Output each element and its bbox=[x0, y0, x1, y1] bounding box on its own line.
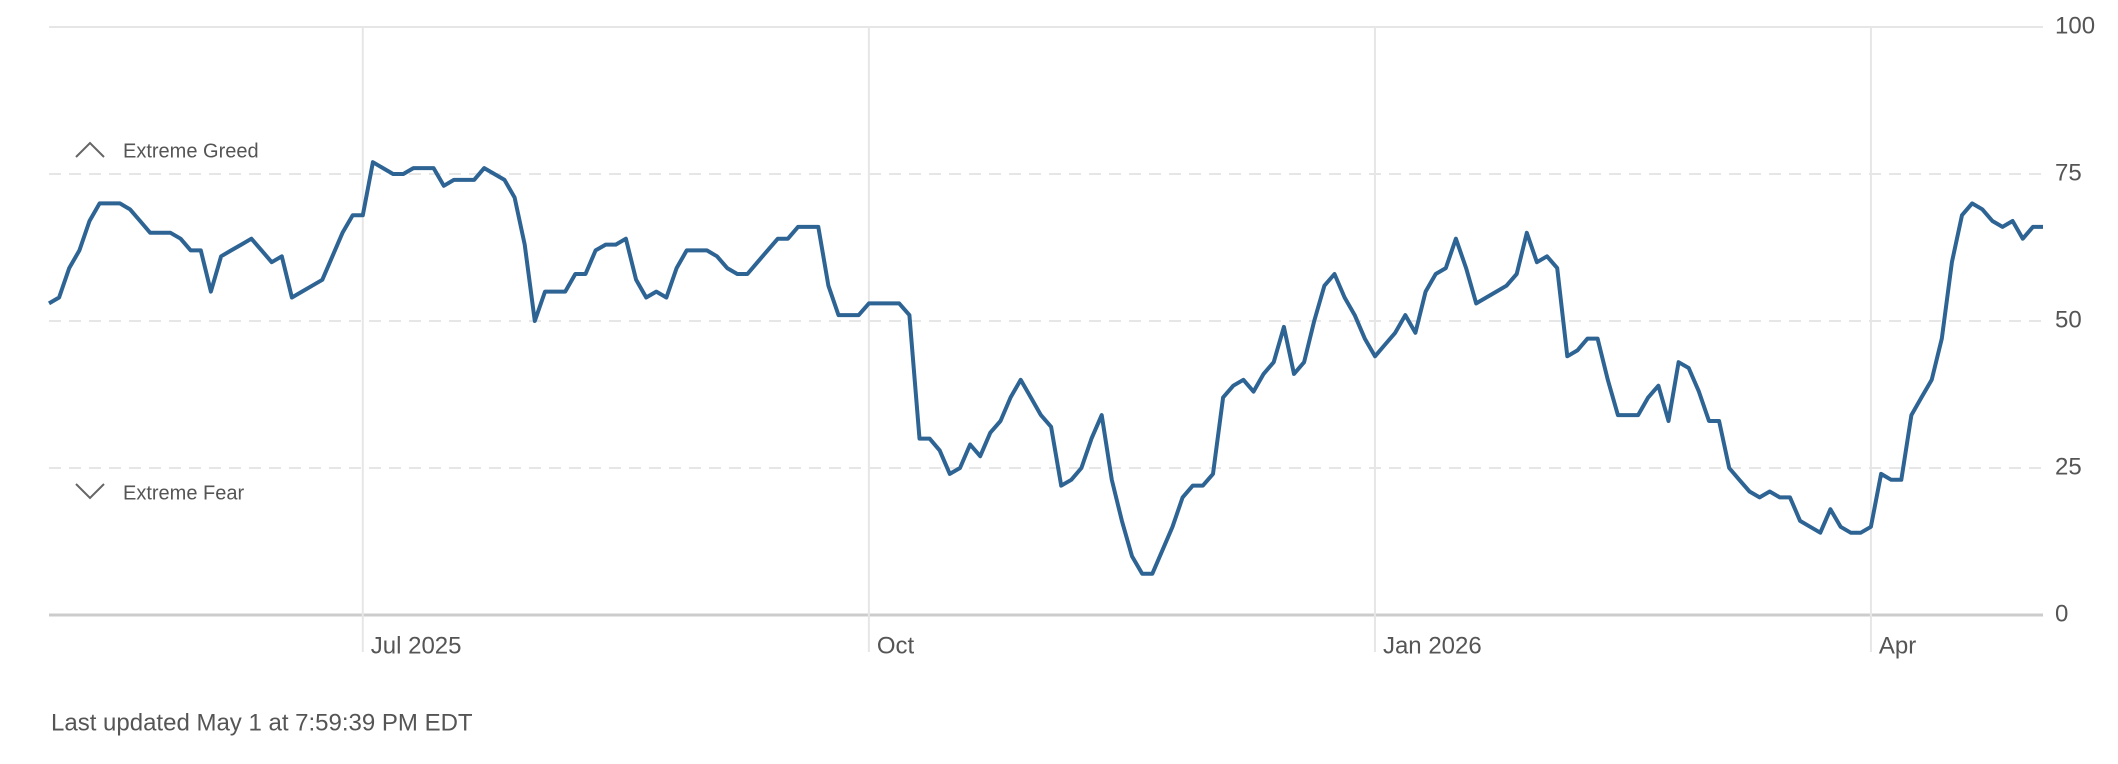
line bbox=[47, 160, 2043, 576]
y-tick-label: 50 bbox=[2055, 306, 2082, 333]
footer: Last updated May 1 at 7:59:39 PM EDT bbox=[51, 709, 473, 736]
x-tick-label: Oct bbox=[877, 632, 915, 659]
x-tick-label: Apr bbox=[1879, 632, 1916, 659]
annotation: Extreme Fear bbox=[123, 482, 244, 504]
greed-icon bbox=[75, 141, 105, 158]
annotation: Extreme Greed bbox=[123, 140, 259, 162]
fear-icon bbox=[75, 483, 105, 500]
y-tick-label: 75 bbox=[2055, 159, 2082, 186]
y-tick-label: 0 bbox=[2055, 600, 2068, 627]
y-tick-label: 100 bbox=[2055, 12, 2095, 39]
y-tick-label: 25 bbox=[2055, 453, 2082, 480]
x-tick-label: Jul 2025 bbox=[371, 632, 462, 659]
x-tick-label: Jan 2026 bbox=[1383, 632, 1482, 659]
